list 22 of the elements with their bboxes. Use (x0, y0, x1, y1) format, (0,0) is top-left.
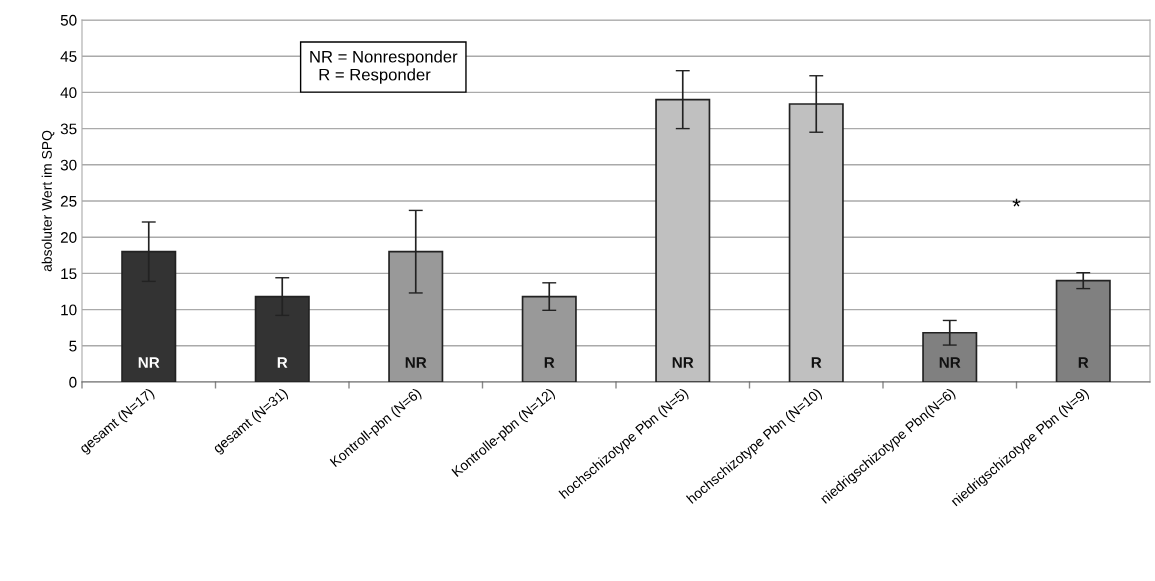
annotation: NR (138, 357, 160, 368)
annotation: R (544, 357, 555, 368)
y-tick-label: 30 (60, 159, 77, 171)
annotation: R (811, 357, 822, 368)
y-tick-label: 15 (61, 268, 77, 280)
y-tick-label: 50 (60, 14, 77, 26)
annotation: R (277, 357, 288, 368)
y-tick-label: 40 (60, 87, 77, 99)
y-tick-label: 0 (69, 376, 77, 388)
y-axis-title: absoluter Wert im SPQ (41, 130, 55, 272)
y-tick-label: 20 (60, 232, 77, 243)
annotation: NR (405, 357, 427, 368)
annotation: * (1012, 198, 1021, 207)
annotation: R (1078, 357, 1089, 368)
annotation: NR = Nonresponder R = Responder (310, 50, 458, 84)
y-tick-label: 5 (69, 340, 77, 352)
y-tick-label: 45 (60, 51, 77, 62)
annotation: NR (939, 357, 961, 368)
annotation: NR (672, 357, 694, 368)
y-tick-label: 10 (61, 304, 77, 316)
y-tick-label: 35 (60, 123, 77, 135)
y-tick-label: 25 (60, 195, 77, 207)
